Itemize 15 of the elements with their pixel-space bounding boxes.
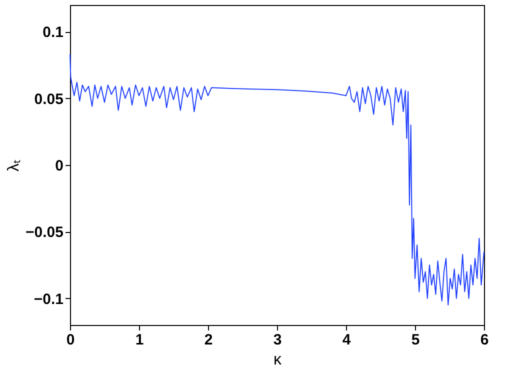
y-axis-title: λₜ [6,160,23,172]
y-tick-label: −0.1 [34,290,64,308]
y-tick-label: 0.1 [42,24,64,42]
x-axis-title: κ [274,352,282,368]
x-tick-label: 4 [342,332,352,348]
x-tick-label: 1 [135,332,144,348]
x-tick-label: 5 [411,332,420,348]
x-tick-label: 3 [273,332,282,348]
y-tick-label: 0.05 [34,90,64,108]
line-series [70,54,484,306]
y-tick-label: −0.05 [26,224,64,242]
x-tick-label: 0 [66,332,75,348]
x-tick-label: 6 [480,332,489,348]
y-tick-label: 0 [55,158,64,174]
x-tick-label: 2 [204,332,213,348]
